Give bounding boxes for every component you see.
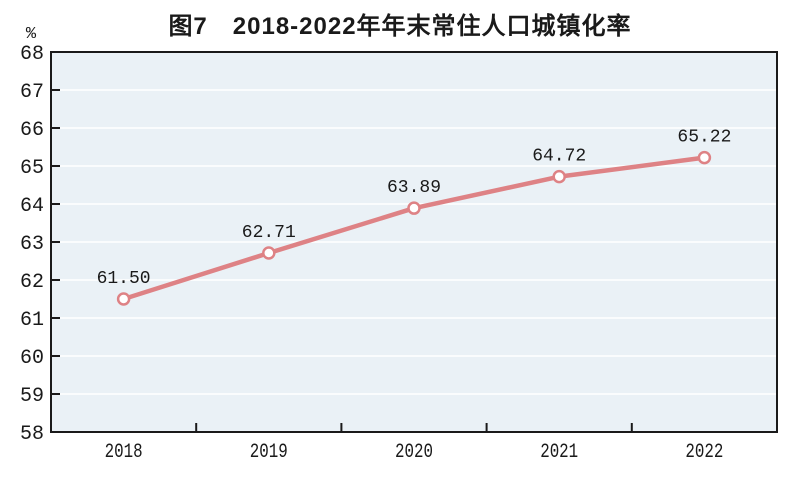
- x-axis-tick-label-2019: 2019: [250, 441, 288, 464]
- y-axis-tick-label: 64: [20, 195, 44, 218]
- y-axis-tick-label: 65: [20, 157, 44, 180]
- y-axis-tick-label: 63: [20, 233, 44, 256]
- y-axis-tick-label: 62: [20, 271, 44, 294]
- data-point-2022: [697, 150, 712, 165]
- plot-border: [50, 51, 778, 433]
- data-label-2018: 61.50: [97, 269, 151, 289]
- data-label-2022: 65.22: [677, 128, 731, 148]
- x-axis-tick-label-2018: 2018: [105, 441, 143, 464]
- data-point-2021: [552, 169, 566, 184]
- data-point-2018: [116, 292, 131, 306]
- y-axis-tick-label: 58: [20, 423, 44, 446]
- y-axis-tick-label: 60: [20, 347, 44, 370]
- data-point-2020: [407, 201, 421, 215]
- y-axis-tick-label: 68: [20, 43, 44, 66]
- chart-title: 图7 2018-2022年年末常住人口城镇化率: [168, 13, 632, 40]
- y-axis-tick-label: 67: [20, 81, 44, 104]
- x-axis-tick-label-2022: 2022: [685, 441, 723, 464]
- y-axis-unit-label: %: [25, 25, 37, 44]
- data-label-2021: 64.72: [532, 147, 586, 167]
- x-axis-tick-label-2021: 2021: [540, 441, 578, 464]
- data-point-2019: [262, 246, 276, 260]
- x-axis-tick-label-2020: 2020: [395, 441, 433, 464]
- data-label-2019: 62.71: [242, 223, 296, 243]
- y-axis-tick-label: 59: [20, 385, 44, 408]
- y-axis-tick-label: 66: [20, 119, 44, 142]
- y-axis-tick-label: 61: [20, 309, 44, 332]
- data-label-2020: 63.89: [387, 178, 441, 198]
